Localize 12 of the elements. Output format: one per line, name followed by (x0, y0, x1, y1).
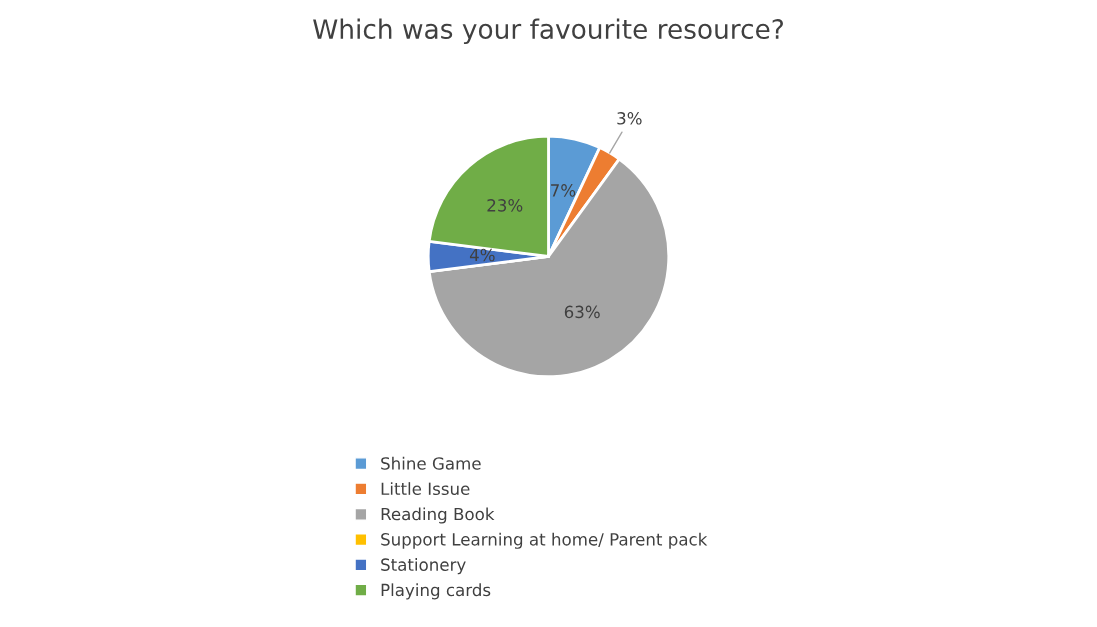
legend-label: Reading Book (381, 507, 495, 524)
legend-label: Stationery (381, 558, 466, 575)
data-label: 4% (469, 248, 495, 262)
legend-label: Shine Game (381, 456, 481, 470)
data-label: 3% (617, 112, 642, 125)
data-label: 23% (487, 199, 523, 212)
data-label: 63% (564, 305, 600, 319)
chart-title: Which was your favourite resource? (313, 18, 783, 45)
legend-label: Little Issue (381, 482, 470, 496)
legend-label: Support Learning at home/ Parent pack (381, 532, 708, 549)
legend-label: Playing cards (381, 583, 491, 600)
data-label: 7% (551, 184, 576, 197)
